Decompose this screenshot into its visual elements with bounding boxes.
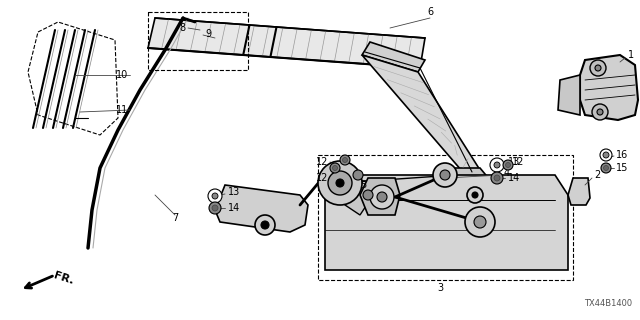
Circle shape: [340, 155, 350, 165]
Circle shape: [342, 157, 348, 163]
Polygon shape: [568, 178, 590, 205]
Text: 3: 3: [437, 283, 443, 293]
Circle shape: [377, 192, 387, 202]
Circle shape: [209, 202, 221, 214]
Polygon shape: [148, 18, 425, 68]
Circle shape: [318, 161, 362, 205]
Circle shape: [333, 165, 337, 171]
Text: 6: 6: [427, 7, 433, 17]
Text: FR.: FR.: [52, 270, 75, 286]
Circle shape: [330, 163, 340, 173]
Text: 5: 5: [360, 180, 366, 190]
Circle shape: [494, 162, 500, 168]
Bar: [318, 155, 573, 280]
Bar: [148, 12, 248, 70]
Circle shape: [353, 170, 363, 180]
Circle shape: [597, 109, 603, 115]
Polygon shape: [28, 22, 118, 135]
Text: 14: 14: [228, 203, 240, 213]
Text: 13: 13: [508, 157, 520, 167]
Polygon shape: [362, 55, 480, 178]
Circle shape: [604, 165, 609, 171]
Circle shape: [474, 216, 486, 228]
Text: TX44B1400: TX44B1400: [584, 299, 632, 308]
Circle shape: [467, 187, 483, 203]
Circle shape: [506, 163, 511, 167]
Polygon shape: [362, 42, 425, 72]
Circle shape: [261, 221, 269, 229]
Circle shape: [433, 163, 457, 187]
Polygon shape: [580, 55, 638, 120]
Text: 1: 1: [628, 50, 634, 60]
Circle shape: [590, 60, 606, 76]
Circle shape: [440, 170, 450, 180]
Circle shape: [490, 158, 504, 172]
Text: 12: 12: [316, 157, 328, 167]
Circle shape: [595, 65, 601, 71]
Circle shape: [491, 172, 503, 184]
Polygon shape: [360, 178, 400, 215]
Text: 15: 15: [616, 163, 628, 173]
Circle shape: [592, 104, 608, 120]
Circle shape: [370, 185, 394, 209]
Text: 14: 14: [508, 173, 520, 183]
Circle shape: [212, 205, 218, 211]
Text: 11: 11: [116, 105, 128, 115]
Circle shape: [601, 163, 611, 173]
Text: 8: 8: [179, 23, 185, 33]
Text: 2: 2: [594, 170, 600, 180]
Circle shape: [363, 190, 373, 200]
Polygon shape: [448, 168, 490, 200]
Text: 12: 12: [316, 173, 328, 183]
Circle shape: [328, 171, 352, 195]
Text: 12: 12: [512, 157, 524, 167]
Circle shape: [503, 160, 513, 170]
Polygon shape: [340, 183, 370, 215]
Circle shape: [600, 149, 612, 161]
Circle shape: [212, 193, 218, 199]
Text: 10: 10: [116, 70, 128, 80]
Polygon shape: [558, 75, 580, 115]
Text: 7: 7: [172, 213, 178, 223]
Circle shape: [465, 207, 495, 237]
Text: 4: 4: [504, 168, 510, 178]
Text: 9: 9: [205, 29, 211, 39]
Polygon shape: [325, 175, 568, 270]
Circle shape: [603, 152, 609, 158]
Circle shape: [255, 215, 275, 235]
Circle shape: [494, 175, 500, 181]
Circle shape: [208, 189, 222, 203]
Circle shape: [472, 192, 478, 198]
Text: 13: 13: [228, 187, 240, 197]
Circle shape: [336, 179, 344, 187]
Polygon shape: [215, 185, 308, 232]
Text: 16: 16: [616, 150, 628, 160]
